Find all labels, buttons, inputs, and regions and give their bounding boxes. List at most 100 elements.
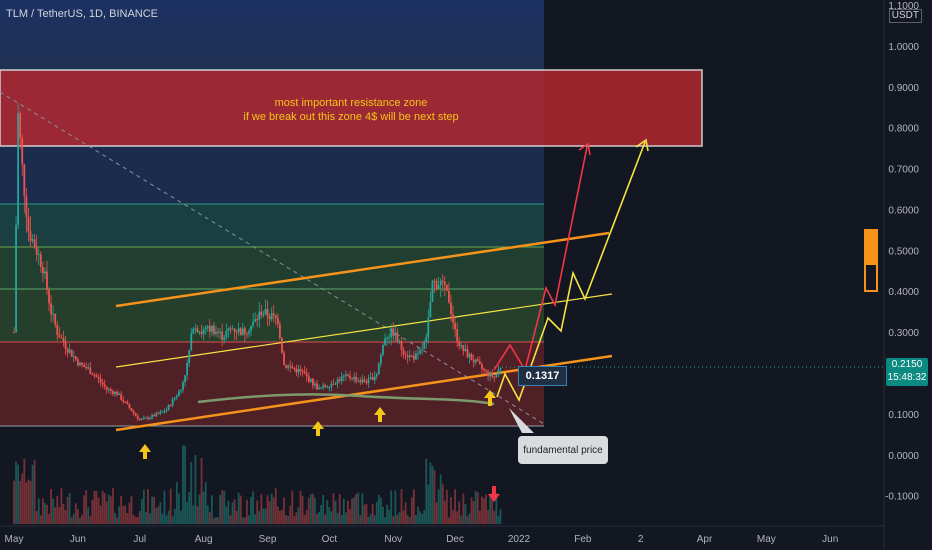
volume-bar (223, 490, 226, 524)
volume-bar (103, 493, 106, 524)
candle-body (128, 404, 131, 409)
candle-body (33, 239, 36, 248)
volume-bar (134, 517, 137, 524)
volume-bar (219, 495, 222, 524)
candle-body (495, 373, 498, 378)
candle-body (58, 334, 61, 338)
candle-body (252, 321, 255, 326)
candle-body (99, 378, 102, 383)
volume-bar (371, 503, 374, 524)
volume-bar (41, 498, 44, 524)
time-axis[interactable]: May Jun Jul Aug Sep Oct Nov Dec 2022 Feb 2 Apr May Ju… (5, 534, 839, 545)
volume-bar (433, 470, 436, 524)
candle-body (499, 368, 502, 370)
volume-bar (105, 501, 108, 524)
resistance-note-line1: most important resistance zone (274, 97, 428, 109)
volume-bar (180, 510, 182, 524)
candle-body (130, 408, 133, 412)
y-tick-label: 0.0000 (888, 451, 919, 462)
volume-bar (132, 514, 135, 524)
currency-label[interactable]: USDT (888, 9, 922, 23)
candle-body (13, 332, 15, 334)
candle-body (225, 331, 228, 338)
volume-bar (276, 506, 279, 524)
candle-body (37, 254, 40, 256)
candle-body (336, 379, 339, 384)
channel-mid-yellow[interactable] (115, 293, 613, 368)
candle-body (72, 356, 75, 358)
volume-bar (336, 512, 339, 524)
candle-body (353, 376, 356, 380)
resistance-zone[interactable] (0, 69, 703, 147)
volume-bar (445, 489, 448, 524)
candle-body (384, 338, 386, 346)
candle-body (264, 308, 267, 315)
candle-body (472, 360, 475, 363)
candle-body (153, 415, 156, 417)
price-axis[interactable]: 1.1000 1.0000 0.9000 0.8000 0.7000 0.6000 0.50… (885, 1, 919, 503)
candle-body (157, 413, 160, 415)
candle-body (388, 337, 391, 339)
volume-bar (435, 502, 438, 524)
y-tick-label: 1.1000 (888, 1, 919, 12)
candle-body (202, 329, 205, 334)
volume-bar (196, 506, 199, 524)
candle-body (278, 323, 281, 339)
y-tick-label: 0.9000 (888, 83, 919, 94)
side-marker-inner (866, 265, 876, 290)
candle-body (171, 399, 174, 406)
candle-body (289, 365, 292, 367)
candle-body (250, 325, 252, 332)
volume-bar (264, 508, 267, 524)
volume-bar (258, 511, 261, 524)
candle-body (70, 349, 73, 357)
candle-body (470, 354, 473, 361)
candle-body (396, 332, 399, 342)
candle-body (19, 112, 22, 139)
candle-body (114, 391, 116, 395)
candle-body (485, 370, 487, 372)
volume-bar (74, 503, 77, 524)
candle-body (200, 331, 203, 334)
volume-bar (415, 514, 417, 524)
volume-bar (66, 497, 69, 524)
candle-body (386, 337, 388, 339)
candle-body (398, 341, 401, 343)
candle-body (285, 364, 287, 368)
candle-body (260, 311, 263, 316)
candle-body (357, 380, 360, 382)
volume-bar (412, 489, 415, 524)
candle-body (163, 411, 166, 413)
volume-bar (489, 495, 492, 524)
candle-body (355, 376, 358, 382)
candle-body (338, 379, 341, 382)
candle-body (382, 345, 384, 355)
candle-body (330, 383, 333, 388)
candle-body (423, 342, 426, 350)
volume-bar (243, 517, 246, 524)
candle-body (173, 397, 176, 400)
candle-body (235, 331, 238, 333)
arrow-up-icon (374, 407, 386, 422)
price-label-callout: 0.1317 (518, 366, 567, 386)
candle-body (97, 376, 100, 379)
volume-bar (165, 515, 168, 524)
y-tick-label: 1.0000 (888, 42, 919, 53)
candle-body (419, 350, 421, 354)
volume-bar (159, 502, 162, 524)
volume-bar (19, 480, 22, 524)
volume-bar (112, 488, 114, 524)
volume-bar (21, 473, 24, 524)
candle-body (91, 373, 94, 376)
volume-bar (493, 510, 496, 524)
channel-top-orange[interactable] (115, 231, 610, 308)
candle-body (359, 380, 362, 383)
candle-body (87, 367, 90, 369)
candle-body (190, 333, 193, 351)
candle-body (431, 280, 434, 302)
volume-bar (161, 513, 164, 524)
candle-body (307, 376, 310, 382)
volume-bar (303, 515, 306, 524)
candle-body (182, 382, 184, 390)
